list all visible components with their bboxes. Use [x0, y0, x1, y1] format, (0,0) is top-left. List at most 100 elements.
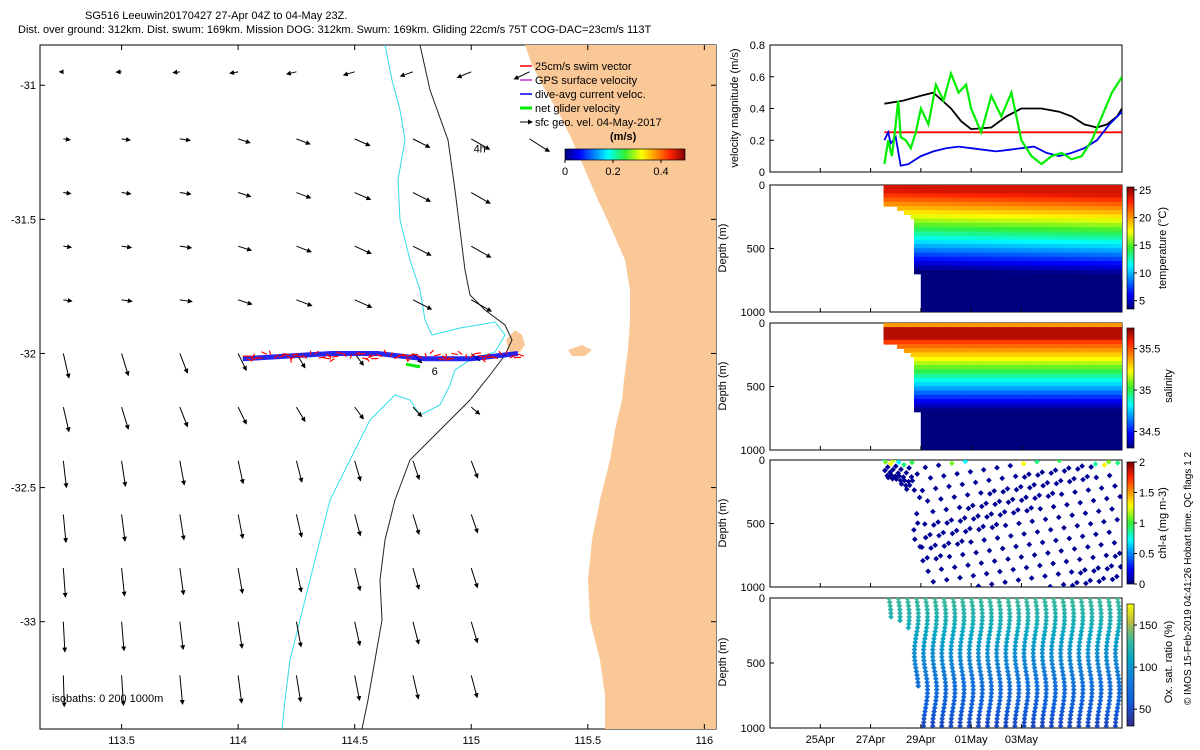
- salinity-cell: [893, 339, 900, 345]
- salinity-cell: [1060, 428, 1066, 434]
- salinity-cell: [1070, 335, 1076, 341]
- oxygen-sample: [997, 686, 1004, 693]
- chla-sample: [914, 520, 921, 526]
- temperature-cell: [988, 299, 995, 304]
- temperature-cell: [1012, 193, 1018, 199]
- temperature-cell: [951, 227, 957, 232]
- temperature-colorbar-label: temperature (°C): [1157, 207, 1169, 289]
- oxygen-sample: [1030, 643, 1037, 649]
- salinity-cell: [971, 424, 978, 430]
- salinity-cell: [958, 331, 964, 337]
- salinity-cell: [1005, 335, 1012, 341]
- salinity-cell: [971, 441, 978, 447]
- salinity-cell: [1090, 432, 1096, 438]
- temperature-cell: [1032, 222, 1039, 228]
- oxygen-sample: [1003, 643, 1009, 649]
- salinity-cell: [1070, 323, 1076, 328]
- salinity-cell: [1110, 403, 1117, 409]
- salinity-cell: [1066, 327, 1073, 332]
- salinity-cell: [1066, 382, 1073, 387]
- salinity-cell: [1060, 331, 1066, 337]
- salinity-cell: [903, 348, 910, 353]
- temperature-cell: [1077, 256, 1083, 262]
- salinity-cell: [1036, 432, 1042, 438]
- temperature-cell: [1039, 235, 1045, 241]
- salinity-cell: [1015, 437, 1022, 442]
- oxygen-sample: [995, 598, 1002, 602]
- salinity-cell: [1066, 323, 1073, 328]
- chla-sample: [1103, 495, 1110, 502]
- temperature-cell: [948, 282, 954, 287]
- salinity-cell: [924, 411, 930, 417]
- geo-velocity-arrow: [121, 298, 133, 304]
- temperature-cell: [1022, 252, 1029, 258]
- temperature-cell: [1083, 214, 1090, 220]
- oxygen-sample: [942, 679, 949, 686]
- oxygen-sample: [988, 683, 995, 689]
- oxygen-sample: [1031, 635, 1038, 642]
- temperature-cell: [917, 256, 923, 262]
- temperature-cell: [1056, 185, 1062, 190]
- salinity-cell: [1049, 373, 1056, 379]
- temperature-cell: [1100, 193, 1107, 199]
- temperature-cell: [886, 201, 893, 207]
- temperature-cell: [920, 197, 927, 203]
- temperature-cell: [890, 201, 896, 207]
- temperature-cell: [1107, 303, 1113, 309]
- temperature-cell: [995, 277, 1001, 283]
- salinity-cell: [1117, 323, 1122, 328]
- salinity-cell: [1110, 382, 1117, 387]
- salinity-cell: [914, 331, 920, 337]
- salinity-cell: [1063, 360, 1069, 366]
- oxygen-sample: [942, 675, 948, 682]
- salinity-cell: [1053, 437, 1059, 442]
- salinity-cell: [1100, 399, 1107, 404]
- temperature-cell: [1090, 307, 1096, 312]
- salinity-cell: [927, 352, 933, 358]
- salinity-cell: [1104, 369, 1110, 375]
- temperature-cell: [985, 307, 991, 312]
- salinity-cell: [1026, 441, 1032, 447]
- geo-velocity-arrow: [354, 460, 362, 482]
- temperature-cell: [1100, 239, 1107, 245]
- salinity-cell: [920, 403, 927, 409]
- salinity-cell: [1036, 365, 1042, 370]
- temperature-cell: [971, 222, 978, 228]
- swim-vector: [326, 353, 331, 358]
- temperature-cell: [1032, 210, 1039, 215]
- salinity-cell: [1002, 399, 1008, 404]
- salinity-cell: [1066, 394, 1073, 400]
- temperature-cell: [992, 206, 998, 211]
- chla-sample: [1112, 553, 1119, 560]
- salinity-cell: [981, 424, 988, 430]
- salinity-cell: [1093, 323, 1100, 328]
- salinity-cell: [1077, 377, 1083, 383]
- oxygen-sample: [993, 646, 1000, 653]
- salinity-cell: [1039, 365, 1045, 370]
- salinity-cell: [931, 352, 937, 358]
- temperature-cell: [961, 185, 967, 190]
- temperature-cell: [981, 248, 988, 254]
- temperature-cell: [1029, 244, 1035, 249]
- oxygen-sample: [923, 599, 930, 606]
- chla-sample: [1087, 577, 1094, 584]
- salinity-cell: [1060, 441, 1066, 447]
- salinity-cell: [1107, 373, 1113, 379]
- salinity-cell: [1005, 394, 1012, 400]
- oxygen-sample: [987, 599, 994, 606]
- salinity-cell: [1117, 339, 1122, 345]
- temperature-cell: [1049, 193, 1056, 199]
- temperature-cell: [1077, 227, 1083, 232]
- salinity-cell: [1019, 399, 1025, 404]
- temperature-cell: [1110, 231, 1117, 237]
- chla-sample: [1114, 460, 1121, 466]
- salinity-cell: [1060, 432, 1066, 438]
- temperature-cell: [998, 193, 1005, 199]
- salinity-cell: [1087, 390, 1093, 396]
- temperature-cell: [1043, 214, 1049, 220]
- temperature-cell: [934, 269, 940, 275]
- oxygen-sample: [1070, 686, 1077, 693]
- salinity-cell: [920, 386, 927, 392]
- salinity-cell: [1002, 369, 1008, 375]
- salinity-cell: [954, 344, 961, 349]
